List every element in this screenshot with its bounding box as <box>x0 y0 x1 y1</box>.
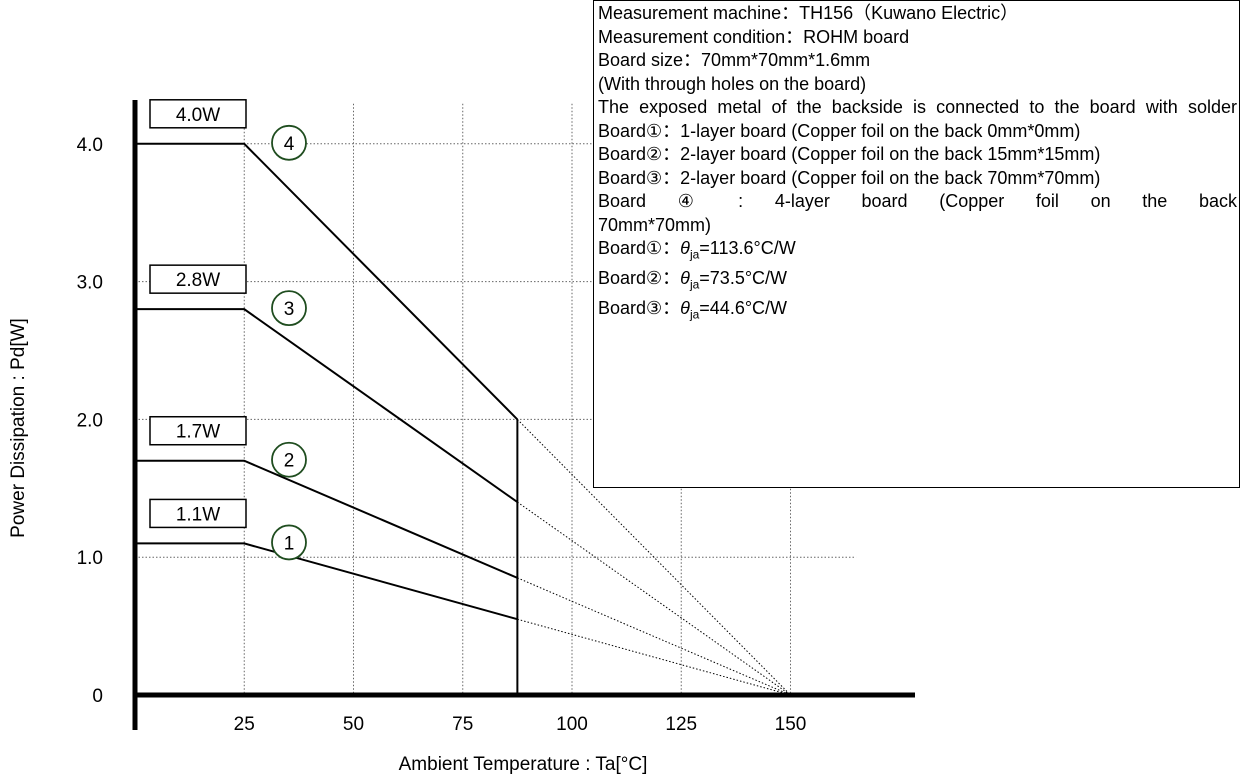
theta-prefix: Board②： <box>598 268 681 289</box>
info-line: Measurement condition：ROHM board <box>598 26 910 47</box>
theta-value: =113.6°C/W <box>699 238 796 258</box>
series-value-label-3: 2.8W <box>176 270 220 291</box>
theta-prefix: Board①： <box>598 238 681 258</box>
series-line-3 <box>135 308 518 503</box>
series-line-2 <box>135 459 518 579</box>
x-axis-title: Ambient Temperature : Ta[°C] <box>399 754 648 775</box>
info-line: Board size：70mm*70mm*1.6mm <box>598 50 871 70</box>
series-value-label-1: 1.1W <box>176 504 220 525</box>
x-tick-label: 125 <box>665 714 697 735</box>
y-tick-label: 3.0 <box>77 273 103 294</box>
series-value-box-3 <box>149 264 247 294</box>
x-tick-label: 50 <box>343 714 364 735</box>
theta-value: =73.5°C/W <box>699 268 788 289</box>
series-number-label-3: 3 <box>284 299 295 320</box>
x-tick-label: 75 <box>452 714 473 735</box>
theta-symbol: θ <box>680 298 690 319</box>
series-number-circle-4 <box>271 124 307 161</box>
measurement-info-box: Measurement machine：TH156（Kuwano Electri… <box>593 0 1240 488</box>
series-lines <box>135 142 519 621</box>
series-number-label-2: 2 <box>284 451 295 472</box>
theta-line: Board③：θja=44.6°C/W <box>598 297 1237 327</box>
info-line: Board ④ : 4-layer board (Copper foil on … <box>598 191 1237 235</box>
info-line: Measurement machine：TH156（Kuwano Electri… <box>598 3 1019 23</box>
info-line: (With through holes on the board) <box>598 73 867 94</box>
theta-symbol: θ <box>680 268 690 289</box>
info-line: Board②：2-layer board (Copper foil on the… <box>598 144 1101 164</box>
y-axis-title: Power Dissipation : Pd[W] <box>8 318 29 538</box>
series-value-box-4 <box>149 99 247 129</box>
tick-labels: 25 50 75 100 125 150 0 1.0 2.0 3.0 4.0 <box>77 135 807 735</box>
theta-subscript: ja <box>689 307 700 322</box>
theta-line: Board①：θja=113.6°C/W <box>598 237 1237 267</box>
theta-line: Board②：θja=73.5°C/W <box>598 267 1237 297</box>
x-tick-label: 100 <box>556 714 588 735</box>
axes <box>132 100 915 730</box>
series-value-box-2 <box>149 415 247 446</box>
series-number-circle-3 <box>271 290 307 327</box>
series-extension-4 <box>517 419 791 696</box>
series-number-circle-2 <box>271 441 307 478</box>
series-labels: 1.1W 1 1.7W 2 2.8W 3 4.0W 4 <box>149 99 307 561</box>
series-value-box-1 <box>149 498 247 529</box>
y-tick-label: 4.0 <box>77 135 103 156</box>
info-line: Board③：2-layer board (Copper foil on the… <box>598 167 1101 188</box>
extension-lines <box>517 419 791 696</box>
theta-subscript: ja <box>689 247 700 262</box>
y-tick-label: 2.0 <box>77 410 103 431</box>
series-number-label-1: 1 <box>284 533 295 554</box>
series-line-4 <box>135 142 519 421</box>
theta-symbol: θ <box>680 238 690 258</box>
y-tick-label: 1.0 <box>77 548 103 569</box>
x-tick-label: 25 <box>234 714 255 735</box>
theta-value: =44.6°C/W <box>699 298 788 319</box>
y-tick-label: 0 <box>92 686 103 707</box>
series-extension-3 <box>517 501 791 696</box>
series-value-label-4: 4.0W <box>176 105 220 126</box>
series-number-label-4: 4 <box>284 134 295 155</box>
series-value-label-2: 1.7W <box>176 422 220 443</box>
theta-subscript: ja <box>689 277 700 292</box>
series-extension-2 <box>517 577 791 696</box>
series-number-circle-1 <box>271 524 307 561</box>
theta-prefix: Board③： <box>598 298 681 319</box>
series-line-1 <box>135 542 518 621</box>
info-line: Board①：1-layer board (Copper foil on the… <box>598 120 1081 141</box>
series-extension-1 <box>517 618 791 696</box>
info-line: The exposed metal of the backside is con… <box>598 97 1237 117</box>
x-tick-label: 150 <box>775 714 807 735</box>
